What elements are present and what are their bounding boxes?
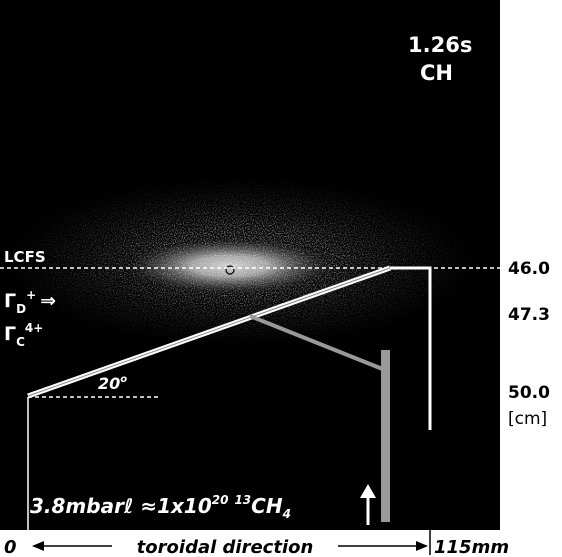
injection-label: 3.8mbarℓ ≈1x1020 13CH4 bbox=[30, 493, 291, 521]
value: 20 bbox=[98, 374, 120, 393]
sub: 4 bbox=[282, 507, 291, 521]
sub: C bbox=[16, 335, 25, 349]
lcfs-label: LCFS bbox=[4, 248, 46, 266]
amount: 3.8mbarℓ ≈1x10 bbox=[30, 494, 212, 518]
time-label: 1.26s bbox=[408, 33, 472, 57]
radial-label: 50.0 bbox=[508, 383, 550, 403]
axis-label: toroidal direction bbox=[137, 537, 314, 557]
sup: 4+ bbox=[25, 321, 43, 335]
axis-start: 0 bbox=[4, 537, 17, 557]
sup: o bbox=[120, 374, 127, 385]
arrow: ⇒ bbox=[40, 290, 56, 312]
radial-label: 47.3 bbox=[508, 305, 550, 325]
axis-end: 115mm bbox=[434, 537, 509, 557]
support-post bbox=[381, 350, 390, 522]
page: 1.26s CH LCFS ΓD+⇒ ΓC4+ 20o 46.0 47.3 50… bbox=[0, 0, 562, 557]
radial-label: 46.0 bbox=[508, 259, 550, 279]
radial-unit: [cm] bbox=[508, 409, 547, 429]
symbol: Γ bbox=[4, 323, 16, 345]
sub: D bbox=[16, 302, 26, 316]
sup: + bbox=[26, 288, 36, 302]
molecule: CH bbox=[251, 494, 283, 518]
axis-arrow-left bbox=[32, 541, 44, 551]
symbol: Γ bbox=[4, 290, 16, 312]
figure: 1.26s CH LCFS ΓD+⇒ ΓC4+ 20o 46.0 47.3 50… bbox=[0, 0, 562, 557]
isotope: 13 bbox=[234, 493, 251, 507]
axis-arrow-right bbox=[416, 541, 428, 551]
species-label: CH bbox=[420, 61, 453, 85]
exponent: 20 bbox=[212, 493, 229, 507]
